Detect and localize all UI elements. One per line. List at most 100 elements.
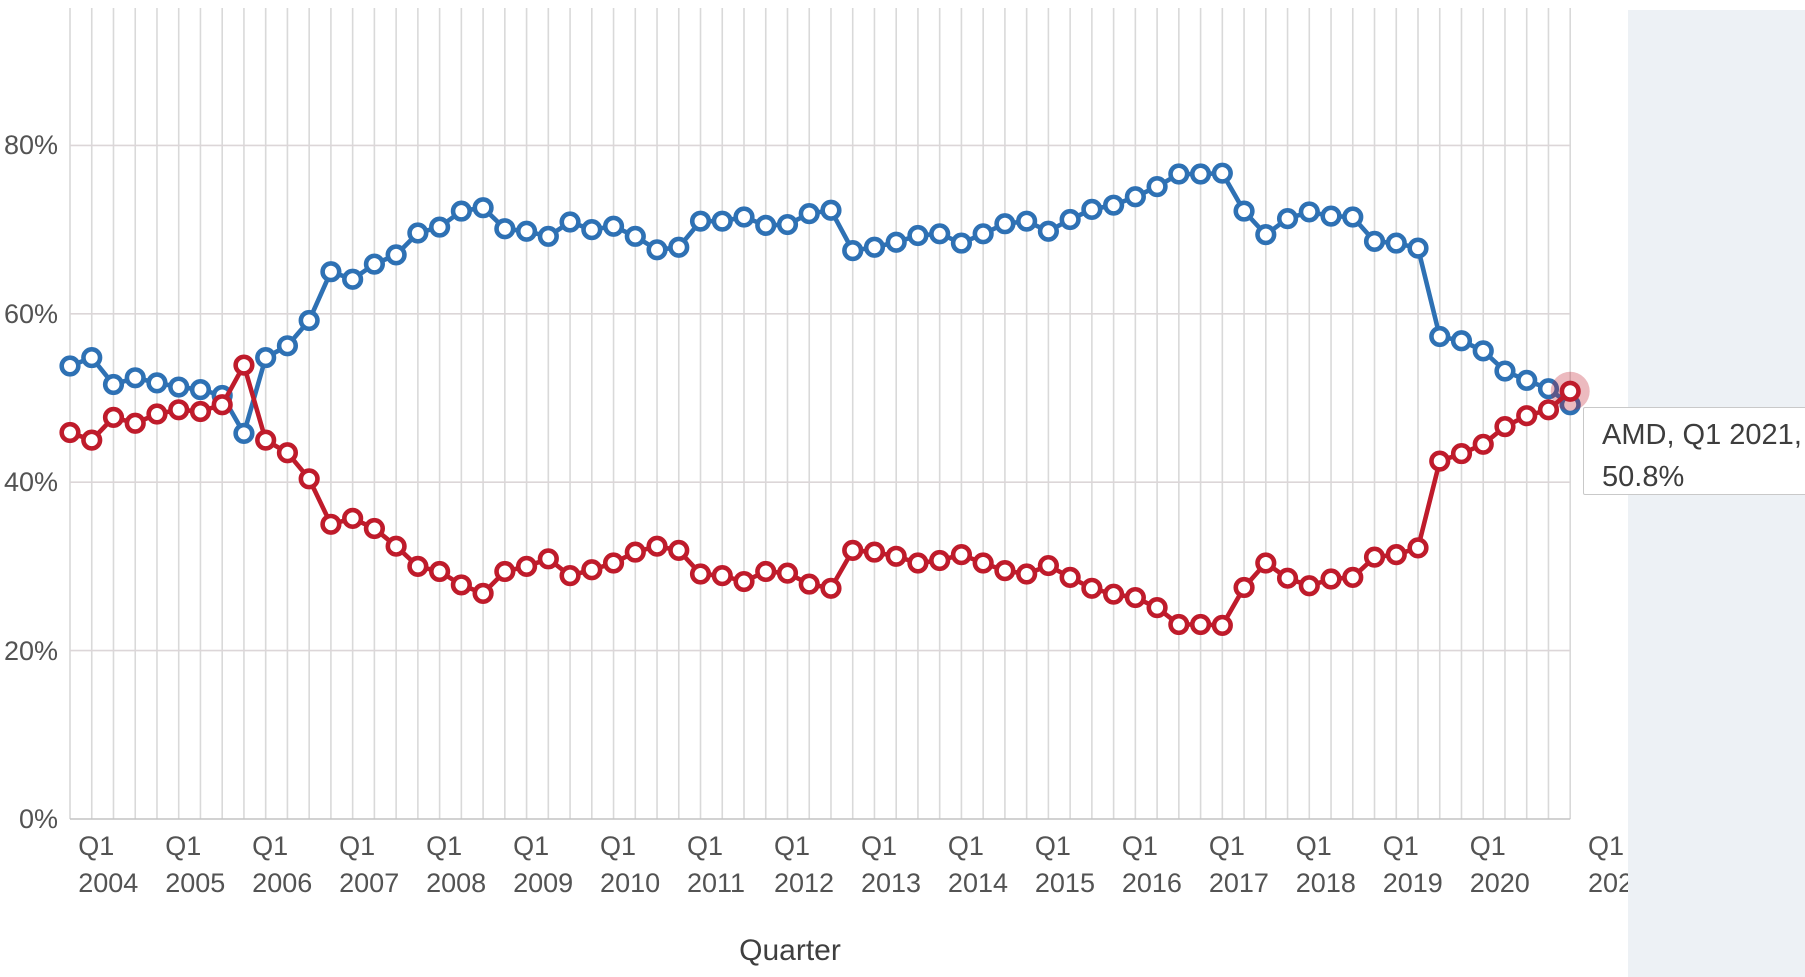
series-red-marker[interactable]	[1429, 450, 1451, 472]
series-blue-marker[interactable]	[537, 225, 559, 247]
series-red-marker[interactable]	[1081, 577, 1103, 599]
series-red-marker[interactable]	[255, 429, 277, 451]
series-red-marker[interactable]	[907, 552, 929, 574]
series-blue-marker[interactable]	[733, 206, 755, 228]
series-red-marker[interactable]	[385, 535, 407, 557]
series-blue-marker[interactable]	[407, 222, 429, 244]
series-red-marker[interactable]	[211, 394, 233, 416]
series-blue-marker[interactable]	[1103, 194, 1125, 216]
series-blue-marker[interactable]	[820, 199, 842, 221]
series-blue-marker[interactable]	[124, 367, 146, 389]
series-red-marker[interactable]	[1255, 552, 1277, 574]
series-red-marker[interactable]	[537, 548, 559, 570]
series-blue-marker[interactable]	[1472, 340, 1494, 362]
series-red-marker[interactable]	[407, 555, 429, 578]
series-blue-marker[interactable]	[59, 355, 81, 377]
series-blue-marker[interactable]	[1494, 360, 1516, 382]
series-red-marker[interactable]	[559, 565, 581, 587]
series-blue-marker[interactable]	[1450, 330, 1473, 352]
series-blue-marker[interactable]	[385, 244, 407, 266]
series-red-marker[interactable]	[363, 517, 385, 540]
series-red-marker[interactable]	[102, 406, 125, 428]
series-red-marker[interactable]	[515, 555, 538, 578]
series-red-marker[interactable]	[146, 403, 168, 425]
series-red-marker[interactable]	[1342, 566, 1364, 588]
series-red-marker[interactable]	[1124, 586, 1146, 609]
series-blue-marker[interactable]	[1233, 200, 1255, 222]
series-blue-marker[interactable]	[1385, 232, 1407, 254]
series-blue-marker[interactable]	[515, 220, 538, 242]
series-blue-marker[interactable]	[1407, 237, 1429, 259]
series-blue-marker[interactable]	[1255, 224, 1277, 246]
series-red-marker[interactable]	[755, 560, 777, 583]
series-blue-marker[interactable]	[1168, 163, 1190, 185]
series-red-marker[interactable]	[1146, 597, 1168, 619]
series-blue-marker[interactable]	[1429, 325, 1451, 348]
series-red-marker[interactable]	[733, 570, 755, 593]
series-blue-marker[interactable]	[950, 232, 973, 254]
series-blue-marker[interactable]	[602, 215, 625, 237]
series-red-marker[interactable]	[1059, 566, 1081, 588]
series-blue-marker[interactable]	[1342, 206, 1364, 228]
series-blue-marker[interactable]	[494, 218, 516, 240]
series-blue-marker[interactable]	[102, 373, 125, 396]
series-blue-marker[interactable]	[1276, 208, 1299, 230]
series-blue-marker[interactable]	[1516, 369, 1538, 391]
series-red-marker[interactable]	[1472, 433, 1494, 455]
series-red-marker[interactable]	[602, 552, 625, 574]
series-red-marker[interactable]	[1320, 568, 1342, 590]
series-blue-marker[interactable]	[929, 223, 951, 245]
series-red-marker[interactable]	[798, 573, 820, 595]
series-red-marker[interactable]	[1276, 567, 1299, 589]
series-blue-marker[interactable]	[342, 268, 364, 290]
series-blue-marker[interactable]	[276, 335, 299, 357]
series-blue-marker[interactable]	[146, 372, 168, 394]
series-blue-marker[interactable]	[363, 253, 385, 275]
series-blue-marker[interactable]	[1146, 176, 1168, 198]
series-blue-marker[interactable]	[233, 422, 255, 444]
series-blue-marker[interactable]	[711, 210, 733, 232]
series-blue-marker[interactable]	[776, 213, 799, 236]
series-blue-marker[interactable]	[559, 211, 581, 233]
series-red-marker[interactable]	[885, 545, 907, 567]
series-blue-marker[interactable]	[646, 239, 668, 261]
series-red-marker[interactable]	[1385, 544, 1407, 566]
series-red-marker[interactable]	[1363, 546, 1386, 568]
series-blue-marker[interactable]	[755, 214, 777, 236]
series-red-marker[interactable]	[776, 562, 799, 584]
series-red-marker[interactable]	[124, 412, 146, 434]
series-blue-marker[interactable]	[842, 240, 864, 262]
series-red-marker[interactable]	[1037, 554, 1059, 577]
series-blue-marker[interactable]	[81, 346, 103, 369]
series-red-marker[interactable]	[1016, 563, 1038, 585]
series-red-marker[interactable]	[298, 468, 320, 490]
series-red-marker[interactable]	[950, 544, 973, 566]
series-red-marker[interactable]	[1298, 575, 1320, 597]
series-blue-marker[interactable]	[1363, 230, 1386, 252]
series-red-marker[interactable]	[668, 539, 690, 562]
series-blue-marker[interactable]	[907, 224, 929, 247]
series-blue-marker[interactable]	[1016, 210, 1038, 232]
series-red-marker[interactable]	[472, 582, 494, 604]
series-red-marker[interactable]	[233, 354, 255, 376]
series-red-marker[interactable]	[972, 552, 994, 574]
series-red-marker[interactable]	[1168, 613, 1190, 636]
series-blue-marker[interactable]	[298, 309, 320, 332]
series-red-marker[interactable]	[1537, 399, 1560, 421]
series-red-marker[interactable]	[689, 563, 712, 585]
series-blue-marker[interactable]	[1298, 201, 1320, 223]
series-red-marker[interactable]	[168, 399, 190, 421]
series-blue-marker[interactable]	[450, 200, 472, 222]
series-red-marker[interactable]	[494, 560, 516, 583]
series-red-marker[interactable]	[1103, 583, 1125, 605]
series-red-marker[interactable]	[994, 560, 1016, 582]
series-red-marker[interactable]	[1211, 614, 1233, 636]
series-blue-marker[interactable]	[863, 236, 886, 258]
series-blue-marker[interactable]	[668, 236, 690, 258]
series-red-marker[interactable]	[1189, 613, 1212, 636]
series-red-marker[interactable]	[189, 400, 212, 423]
series-blue-marker[interactable]	[624, 225, 646, 247]
series-red-marker[interactable]	[1233, 576, 1255, 599]
series-red-marker[interactable]	[646, 535, 668, 557]
series-red-marker[interactable]	[929, 549, 951, 572]
